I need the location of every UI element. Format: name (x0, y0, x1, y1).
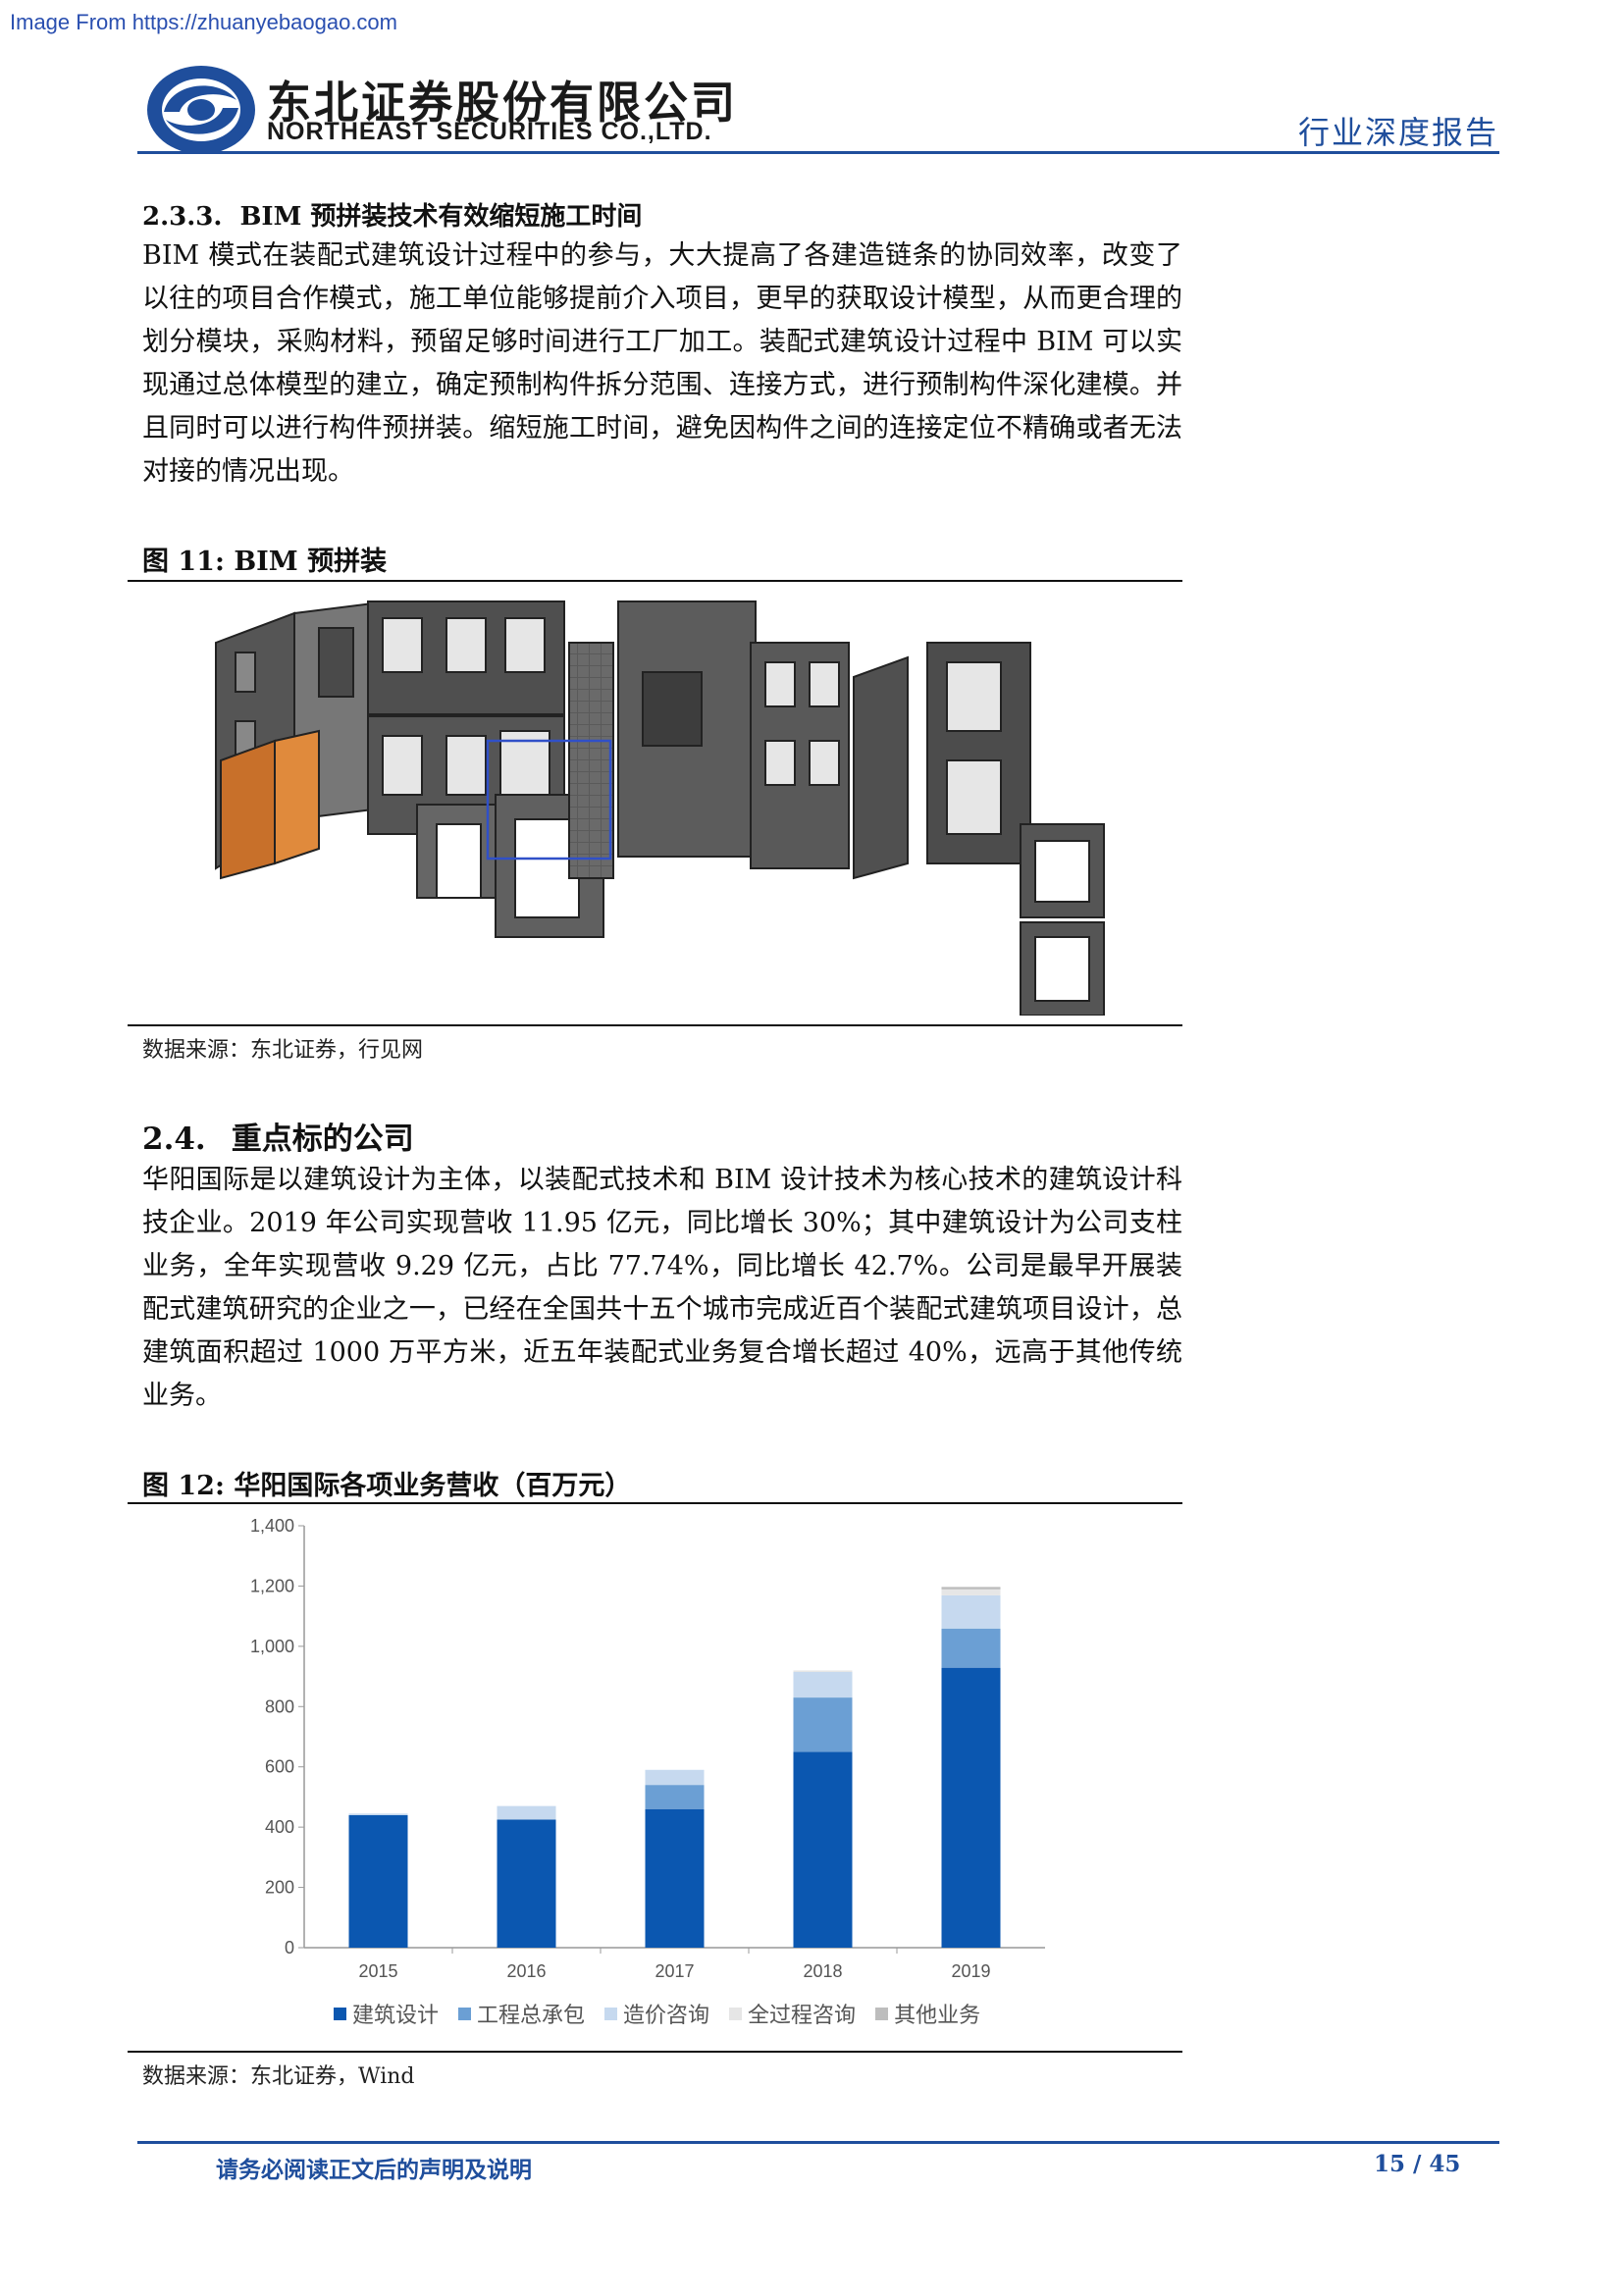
bar-segment (941, 1594, 1001, 1629)
footer-disclaimer: 请务必阅读正文后的声明及说明 (216, 2157, 532, 2183)
section-number: 2.3.3. (142, 202, 223, 232)
bar-segment (941, 1667, 1001, 1948)
figure-11-bottom-rule (128, 1024, 1182, 1026)
bar-segment (497, 1819, 556, 1948)
legend-label: 全过程咨询 (748, 2004, 857, 2028)
bar-segment (941, 1589, 1001, 1595)
legend-swatch (604, 2007, 618, 2020)
section-2-3-3-paragraph: BIM 模式在装配式建筑设计过程中的参与，大大提高了各建造链条的协同效率，改变了… (142, 240, 1182, 487)
bar-segment (348, 1814, 408, 1948)
x-tick-label: 2016 (506, 1961, 546, 1981)
bar-segment (348, 1813, 408, 1815)
legend-item: 其他业务 (875, 1998, 980, 2029)
figure-12-source: 数据来源：东北证券，Wind (142, 2064, 415, 2089)
bar-segment (793, 1697, 853, 1752)
bar-segment (497, 1805, 556, 1820)
y-tick-label: 400 (265, 1817, 294, 1837)
chart-legend: 建筑设计 工程总承包 造价咨询 全过程咨询 其他业务 (334, 1998, 980, 2029)
legend-label: 造价咨询 (623, 2004, 710, 2028)
legend-item: 造价咨询 (604, 1998, 709, 2029)
figure-12-top-rule (128, 1502, 1182, 1504)
company-name-cn: 东北证券股份有限公司 (267, 77, 739, 129)
legend-item: 工程总承包 (458, 1998, 585, 2029)
legend-label: 工程总承包 (477, 2004, 586, 2028)
bar-segment (793, 1751, 853, 1948)
legend-item: 全过程咨询 (729, 1998, 856, 2029)
bar-segment (941, 1628, 1001, 1668)
x-tick-label: 2019 (951, 1961, 990, 1981)
x-tick-label: 2018 (803, 1961, 842, 1981)
company-name-en: NORTHEAST SECURITIES CO.,LTD. (267, 118, 712, 145)
y-tick-label: 200 (265, 1878, 294, 1898)
y-tick-label: 600 (265, 1757, 294, 1777)
section-title: 重点标的公司 (231, 1122, 414, 1157)
y-tick-label: 1,000 (250, 1637, 294, 1656)
figure-11-title: 图 11: BIM 预拼装 (142, 547, 388, 577)
figure-11-source: 数据来源：东北证券，行见网 (142, 1038, 424, 1063)
legend-item: 建筑设计 (334, 1998, 439, 2029)
legend-swatch (875, 2007, 889, 2020)
section-2-3-3-heading: 2.3.3. BIM 预拼装技术有效缩短施工时间 (142, 196, 642, 233)
bar-segment (645, 1769, 705, 1786)
report-type-label: 行业深度报告 (1297, 114, 1498, 151)
page-number: 15 / 45 (1374, 2151, 1461, 2177)
bim-preassembly-model-image (215, 600, 1105, 1016)
section-2-4-paragraph: 华阳国际是以建筑设计为主体，以装配式技术和 BIM 设计技术为核心技术的建筑设计… (142, 1165, 1182, 1411)
figure-12-title: 图 12: 华阳国际各项业务营收（百万元） (142, 1471, 632, 1501)
legend-label: 其他业务 (894, 2004, 981, 2028)
y-tick-label: 800 (265, 1696, 294, 1716)
y-tick-label: 0 (285, 1938, 294, 1957)
bar-segment (645, 1808, 705, 1948)
section-number: 2.4. (142, 1122, 206, 1157)
revenue-stacked-bar-chart: 0 200 400 600 800 1,000 1,200 1,400 2015 2016 2017… (250, 1516, 1045, 1981)
legend-swatch (334, 2007, 346, 2020)
bar-segment (941, 1587, 1001, 1590)
legend-swatch (729, 2007, 743, 2020)
legend-label: 建筑设计 (352, 2004, 440, 2028)
legend-swatch (458, 2007, 472, 2020)
company-logo-icon (147, 66, 255, 154)
figure-11-top-rule (128, 580, 1182, 582)
x-tick-label: 2017 (655, 1961, 694, 1981)
y-tick-label: 1,400 (250, 1516, 294, 1536)
bar-segment (793, 1670, 853, 1672)
footer-divider (137, 2141, 1499, 2144)
header-divider (137, 151, 1499, 154)
bar-segment (793, 1671, 853, 1698)
y-tick-label: 1,200 (250, 1576, 294, 1595)
figure-12-bottom-rule (128, 2051, 1182, 2053)
x-tick-label: 2015 (358, 1961, 397, 1981)
section-2-4-heading: 2.4. 重点标的公司 (142, 1114, 414, 1158)
bar-segment (645, 1785, 705, 1809)
source-watermark: Image From https://zhuanyebaogao.com (10, 10, 397, 34)
section-title: BIM 预拼装技术有效缩短施工时间 (239, 202, 643, 232)
